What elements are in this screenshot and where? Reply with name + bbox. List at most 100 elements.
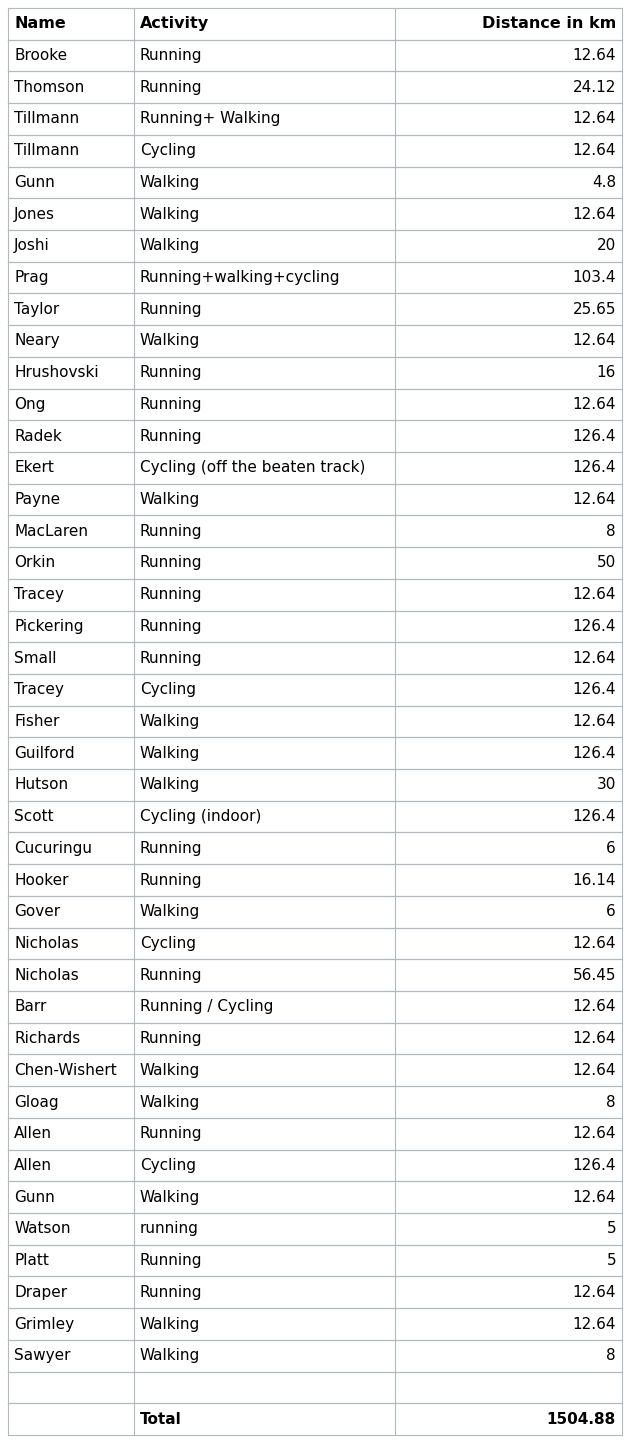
- Text: 126.4: 126.4: [573, 810, 616, 824]
- Text: Running: Running: [140, 1032, 202, 1046]
- Text: 12.64: 12.64: [573, 587, 616, 602]
- Text: Tillmann: Tillmann: [14, 111, 79, 127]
- Text: Ekert: Ekert: [14, 460, 54, 475]
- Text: 12.64: 12.64: [573, 651, 616, 665]
- Text: Running: Running: [140, 968, 202, 983]
- Text: Hutson: Hutson: [14, 778, 68, 792]
- Text: Running: Running: [140, 556, 202, 570]
- Text: 126.4: 126.4: [573, 1157, 616, 1173]
- Text: Running: Running: [140, 429, 202, 443]
- Text: running: running: [140, 1221, 198, 1237]
- Text: Pickering: Pickering: [14, 619, 84, 633]
- Text: Walking: Walking: [140, 778, 200, 792]
- Text: Walking: Walking: [140, 175, 200, 190]
- Text: Distance in km: Distance in km: [482, 16, 616, 32]
- Text: 1504.88: 1504.88: [547, 1411, 616, 1427]
- Text: Tracey: Tracey: [14, 683, 64, 697]
- Text: Running: Running: [140, 587, 202, 602]
- Text: Nicholas: Nicholas: [14, 937, 79, 951]
- Text: Fisher: Fisher: [14, 714, 59, 729]
- Text: 12.64: 12.64: [573, 1316, 616, 1332]
- Text: 126.4: 126.4: [573, 460, 616, 475]
- Text: 24.12: 24.12: [573, 79, 616, 95]
- Text: 12.64: 12.64: [573, 48, 616, 63]
- Text: Guilford: Guilford: [14, 746, 74, 760]
- Text: 6: 6: [606, 905, 616, 919]
- Text: Running: Running: [140, 524, 202, 538]
- Text: Allen: Allen: [14, 1126, 52, 1141]
- Text: Running: Running: [140, 302, 202, 317]
- Text: 12.64: 12.64: [573, 937, 616, 951]
- Text: 8: 8: [606, 1095, 616, 1110]
- Text: Cycling (off the beaten track): Cycling (off the beaten track): [140, 460, 365, 475]
- Text: Walking: Walking: [140, 1063, 200, 1078]
- Text: Walking: Walking: [140, 1316, 200, 1332]
- Text: Walking: Walking: [140, 333, 200, 348]
- Text: Ong: Ong: [14, 397, 45, 411]
- Text: 12.64: 12.64: [573, 143, 616, 159]
- Text: 5: 5: [606, 1221, 616, 1237]
- Text: Gunn: Gunn: [14, 1189, 55, 1205]
- Text: Running: Running: [140, 873, 202, 887]
- Text: 12.64: 12.64: [573, 1063, 616, 1078]
- Text: MacLaren: MacLaren: [14, 524, 88, 538]
- Text: Running / Cycling: Running / Cycling: [140, 1000, 273, 1014]
- Text: Watson: Watson: [14, 1221, 71, 1237]
- Text: 126.4: 126.4: [573, 619, 616, 633]
- Text: Scott: Scott: [14, 810, 54, 824]
- Text: Running: Running: [140, 397, 202, 411]
- Text: 12.64: 12.64: [573, 397, 616, 411]
- Text: Walking: Walking: [140, 238, 200, 254]
- Text: 20: 20: [597, 238, 616, 254]
- Text: 12.64: 12.64: [573, 333, 616, 348]
- Text: Cycling: Cycling: [140, 143, 196, 159]
- Text: Running+ Walking: Running+ Walking: [140, 111, 280, 127]
- Text: Running: Running: [140, 79, 202, 95]
- Text: 8: 8: [606, 1348, 616, 1364]
- Text: Name: Name: [14, 16, 66, 32]
- Text: Walking: Walking: [140, 206, 200, 222]
- Text: Cycling: Cycling: [140, 937, 196, 951]
- Text: Neary: Neary: [14, 333, 60, 348]
- Text: Hrushovski: Hrushovski: [14, 365, 99, 380]
- Text: Activity: Activity: [140, 16, 209, 32]
- Text: Cycling: Cycling: [140, 1157, 196, 1173]
- Text: Walking: Walking: [140, 905, 200, 919]
- Text: 56.45: 56.45: [573, 968, 616, 983]
- Text: Running: Running: [140, 841, 202, 856]
- Text: 12.64: 12.64: [573, 1032, 616, 1046]
- Text: Sawyer: Sawyer: [14, 1348, 71, 1364]
- Text: Platt: Platt: [14, 1253, 49, 1268]
- Text: 12.64: 12.64: [573, 206, 616, 222]
- Text: 126.4: 126.4: [573, 746, 616, 760]
- Text: Barr: Barr: [14, 1000, 47, 1014]
- Text: Walking: Walking: [140, 1095, 200, 1110]
- Text: 12.64: 12.64: [573, 1284, 616, 1300]
- Text: 12.64: 12.64: [573, 1189, 616, 1205]
- Text: 16: 16: [597, 365, 616, 380]
- Text: Running: Running: [140, 1126, 202, 1141]
- Text: Cucuringu: Cucuringu: [14, 841, 92, 856]
- Text: Allen: Allen: [14, 1157, 52, 1173]
- Text: 126.4: 126.4: [573, 683, 616, 697]
- Text: Small: Small: [14, 651, 57, 665]
- Text: Walking: Walking: [140, 1189, 200, 1205]
- Text: Gloag: Gloag: [14, 1095, 59, 1110]
- Text: 126.4: 126.4: [573, 429, 616, 443]
- Text: Running+walking+cycling: Running+walking+cycling: [140, 270, 340, 286]
- Text: 5: 5: [606, 1253, 616, 1268]
- Text: Payne: Payne: [14, 492, 60, 506]
- Text: 12.64: 12.64: [573, 1126, 616, 1141]
- Text: Cycling: Cycling: [140, 683, 196, 697]
- Text: Taylor: Taylor: [14, 302, 59, 317]
- Text: Cycling (indoor): Cycling (indoor): [140, 810, 261, 824]
- Text: Richards: Richards: [14, 1032, 80, 1046]
- Text: 12.64: 12.64: [573, 1000, 616, 1014]
- Text: Brooke: Brooke: [14, 48, 67, 63]
- Text: 12.64: 12.64: [573, 714, 616, 729]
- Text: Radek: Radek: [14, 429, 62, 443]
- Text: Prag: Prag: [14, 270, 49, 286]
- Text: Grimley: Grimley: [14, 1316, 74, 1332]
- Text: Running: Running: [140, 619, 202, 633]
- Text: 4.8: 4.8: [592, 175, 616, 190]
